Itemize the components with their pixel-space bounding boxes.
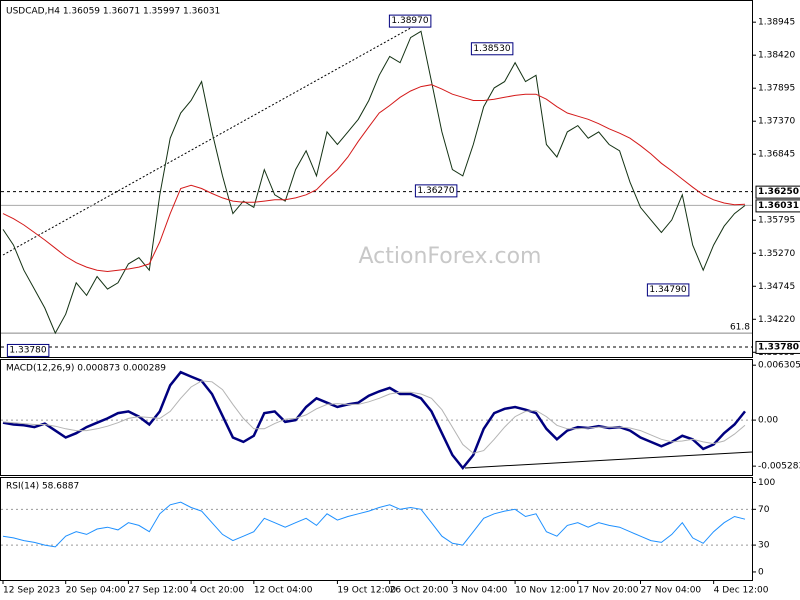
price-annotation: 1.34790 — [649, 285, 686, 295]
y-tick-label: 0.006305 — [758, 361, 800, 371]
label-box — [755, 340, 800, 354]
series-line — [2, 501, 746, 548]
price-annotation: 1.33780 — [9, 345, 46, 355]
series-line — [2, 370, 746, 470]
panel-title: RSI(14) 58.6887 — [6, 482, 79, 492]
x-tick-label: 27 Sep 12:00 — [128, 586, 188, 596]
y-tick-label: 1.35795 — [758, 216, 795, 226]
panel-title: USDCAD,H4 1.36059 1.36071 1.35997 1.3603… — [6, 7, 220, 17]
x-tick-label: 17 Nov 20:00 — [578, 586, 639, 596]
watermark: ActionForex.com — [359, 244, 542, 269]
y-tick-label: 100 — [758, 478, 775, 488]
price-annotation: 1.38970 — [391, 16, 428, 26]
x-tick-label: 10 Nov 12:00 — [515, 586, 576, 596]
label-box — [414, 184, 458, 198]
price-annotation: 1.36270 — [417, 186, 454, 196]
x-tick-label: 26 Oct 20:00 — [390, 586, 449, 596]
label-box — [388, 14, 432, 28]
y-tick-label: 0 — [758, 567, 764, 577]
y-tick-label: 1.34220 — [758, 315, 795, 325]
y-tick-label: 1.37895 — [758, 84, 795, 94]
x-tick-label: 4 Dec 12:00 — [714, 586, 769, 596]
trend-line — [2, 19, 426, 256]
price-annotation: 1.38530 — [473, 44, 510, 54]
y-tick-label: 70 — [758, 505, 770, 515]
y-tick-label: 1.36845 — [758, 150, 795, 160]
series-line — [2, 30, 746, 335]
x-tick-label: 3 Nov 04:00 — [452, 586, 507, 596]
y-tick-label: 1.35270 — [758, 249, 795, 259]
y-tick-label: 1.34745 — [758, 282, 795, 292]
y-tick-label: 0.00 — [758, 416, 778, 426]
x-tick-label: 27 Nov 04:00 — [640, 586, 701, 596]
x-tick-label: 4 Oct 20:00 — [191, 586, 244, 596]
price-panel — [0, 0, 753, 358]
label-box — [6, 343, 50, 357]
macd-panel — [0, 359, 753, 476]
label-box — [470, 42, 514, 56]
label-box — [755, 199, 800, 213]
series-line — [2, 380, 746, 454]
y-tick-label: 1.38420 — [758, 51, 795, 61]
level-label: 1.33780 — [758, 342, 799, 352]
label-box — [755, 185, 800, 199]
y-tick-label: 30 — [758, 541, 770, 551]
fib-label: 61.8 — [730, 323, 750, 333]
level-label: 1.36031 — [758, 201, 799, 211]
label-box — [646, 283, 690, 297]
x-tick-label: 20 Sep 04:00 — [66, 586, 126, 596]
x-tick-label: 12 Oct 04:00 — [254, 586, 313, 596]
y-tick-label: 1.37370 — [758, 117, 795, 127]
level-label: 1.36250 — [758, 187, 799, 197]
panel-title: MACD(12,26,9) 0.000873 0.000289 — [6, 364, 166, 374]
y-tick-label: -0.005283 — [758, 462, 800, 472]
y-tick-label: 1.38945 — [758, 18, 795, 28]
macd-trend-line — [464, 451, 753, 469]
rsi-panel — [0, 477, 753, 581]
series-line — [2, 84, 746, 273]
x-tick-label: 12 Sep 2023 — [3, 586, 60, 596]
x-tick-label: 19 Oct 12:00 — [337, 586, 396, 596]
